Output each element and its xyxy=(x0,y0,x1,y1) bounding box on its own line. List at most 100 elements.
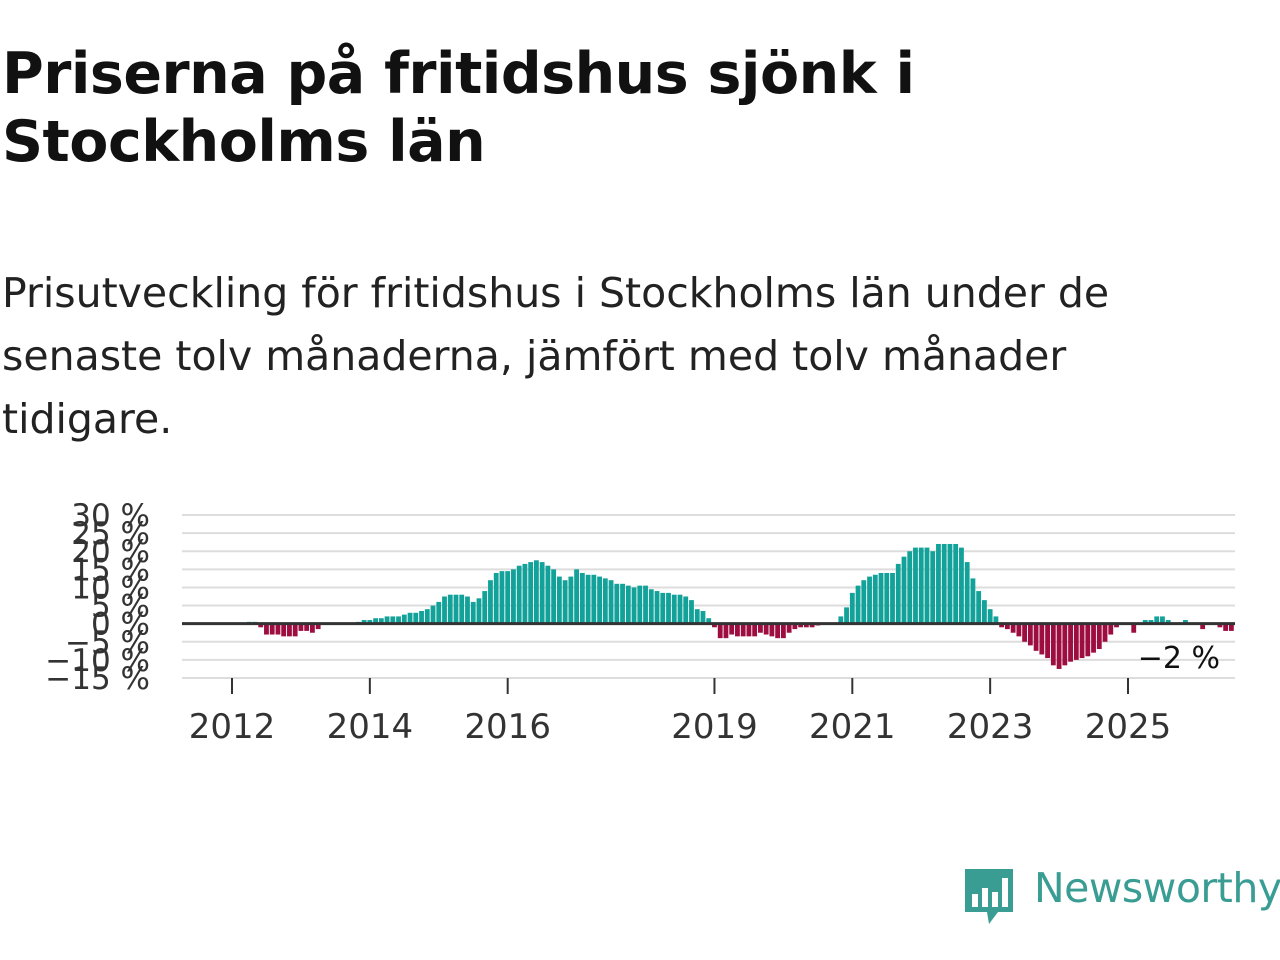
y-tick-label: −15 % xyxy=(45,661,150,697)
bar xyxy=(419,610,424,624)
bar xyxy=(677,594,683,624)
bar xyxy=(953,543,959,624)
bar xyxy=(396,616,401,624)
bar xyxy=(390,616,396,624)
y-tick-label: 20 % xyxy=(71,534,150,570)
y-tick-label: 30 % xyxy=(71,498,150,534)
bar xyxy=(476,598,482,624)
page-title: Priserna på fritidshus sjönk i Stockholm… xyxy=(2,41,915,175)
bar xyxy=(913,547,918,624)
x-tick-label: 2014 xyxy=(327,707,414,747)
y-axis-labels: 30 %25 %20 %15 %10 %5 %0 %−5 %−10 %−15 % xyxy=(45,498,150,697)
newsworthy-logo: Newsworthy xyxy=(962,862,1280,932)
bar xyxy=(717,623,723,639)
bar xyxy=(367,620,373,624)
bar xyxy=(1148,620,1154,624)
bar xyxy=(729,623,735,635)
bar xyxy=(930,551,936,624)
bar xyxy=(654,591,660,624)
bar xyxy=(740,623,746,637)
bar xyxy=(539,562,545,624)
bar xyxy=(534,560,539,624)
bar xyxy=(499,571,505,624)
bar xyxy=(884,572,890,624)
bar xyxy=(689,600,694,624)
y-tick-label: −5 % xyxy=(65,625,150,661)
bar xyxy=(453,594,459,624)
bar xyxy=(1108,623,1114,635)
bar xyxy=(488,580,493,624)
x-tick-label: 2025 xyxy=(1085,707,1172,747)
bar xyxy=(373,618,378,624)
x-tick-label: 2016 xyxy=(464,707,551,747)
bar xyxy=(648,589,654,624)
bar xyxy=(631,587,637,624)
bar xyxy=(591,574,597,624)
bar xyxy=(637,585,643,624)
bar xyxy=(924,547,930,624)
bar xyxy=(470,601,476,624)
bar xyxy=(585,574,591,624)
bar xyxy=(780,623,786,639)
bar xyxy=(855,585,861,624)
bar xyxy=(1010,623,1016,633)
bar xyxy=(528,562,534,624)
y-tick-label: −10 % xyxy=(45,643,150,679)
bar xyxy=(735,623,740,637)
bar xyxy=(907,551,913,624)
bar xyxy=(384,616,390,624)
bar xyxy=(298,623,304,631)
bar xyxy=(671,594,677,624)
bar xyxy=(918,547,924,624)
bar xyxy=(723,623,729,639)
bar xyxy=(579,572,585,624)
bar xyxy=(568,576,574,624)
bar xyxy=(861,580,867,624)
bar xyxy=(459,594,465,624)
bar xyxy=(1228,623,1234,631)
bar xyxy=(556,576,562,624)
bar xyxy=(545,565,551,624)
bar xyxy=(878,572,884,624)
bar xyxy=(1062,623,1068,666)
bar xyxy=(1068,623,1073,662)
bar xyxy=(522,563,528,624)
bar xyxy=(620,583,625,624)
bar xyxy=(844,607,849,624)
bar xyxy=(775,623,781,639)
bar xyxy=(758,623,763,633)
price-change-bar-chart: 30 %25 %20 %15 %10 %5 %0 %−5 %−10 %−15 %… xyxy=(45,498,1235,747)
bar xyxy=(1217,623,1223,628)
bar xyxy=(643,585,648,624)
bar xyxy=(999,623,1005,628)
bar xyxy=(838,616,844,624)
bar xyxy=(706,618,712,624)
bar xyxy=(551,569,557,624)
x-tick-label: 2021 xyxy=(809,707,896,747)
bar xyxy=(1039,623,1045,655)
bar xyxy=(987,609,993,624)
bar xyxy=(809,623,815,628)
bar xyxy=(1091,623,1096,653)
bar xyxy=(625,585,631,624)
bar xyxy=(803,623,809,628)
x-axis: 2012 2014 2016 2019 2021 2023 2025 xyxy=(182,622,1235,747)
bar xyxy=(407,612,413,624)
bar xyxy=(849,592,855,624)
bar xyxy=(292,623,298,637)
bar xyxy=(1073,623,1079,660)
bar xyxy=(1056,623,1062,669)
y-tick-label: 0 % xyxy=(91,607,150,643)
bar xyxy=(1102,623,1108,642)
y-tick-label: 10 % xyxy=(71,570,150,606)
bar xyxy=(361,620,367,624)
bar xyxy=(436,601,442,624)
bar xyxy=(264,623,269,635)
bar xyxy=(275,623,281,635)
bar xyxy=(1085,623,1091,657)
bar xyxy=(1131,623,1137,633)
bar xyxy=(1050,623,1056,666)
bar xyxy=(287,623,292,637)
bar xyxy=(511,569,516,624)
bar xyxy=(1160,616,1165,624)
